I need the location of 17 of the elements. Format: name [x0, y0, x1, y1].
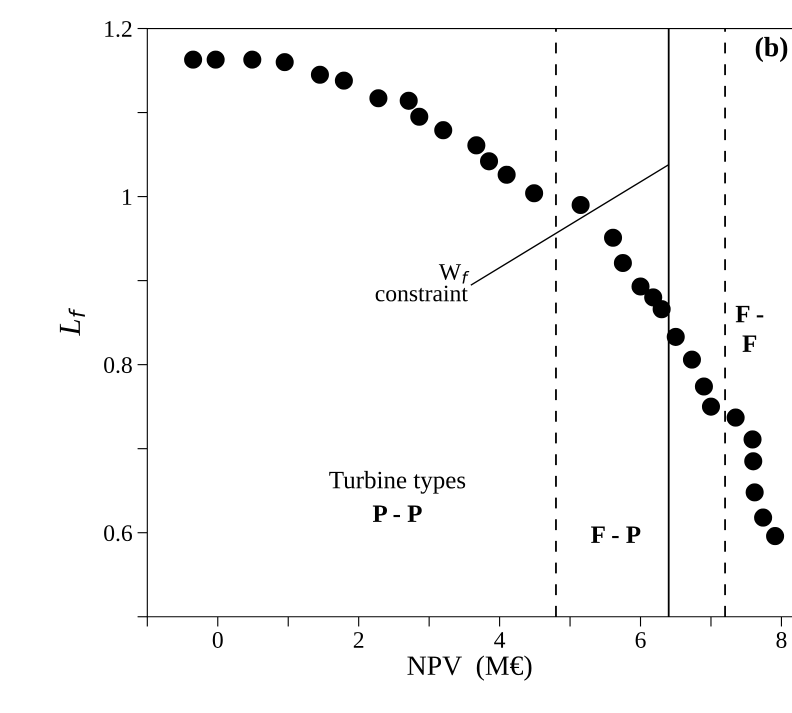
y-tick-label: 1.2	[105, 21, 132, 38]
y-tick-label: 0.6	[104, 525, 132, 542]
x-tick-label: 8	[776, 632, 786, 648]
annotation: P - P	[372, 506, 422, 522]
x-axis-title: NPV (M€)	[407, 656, 532, 681]
annotation: F - P	[591, 526, 640, 543]
annotation: (b)	[756, 36, 788, 62]
annotation: W$_{f}$ constraint	[376, 264, 470, 302]
x-tick-label: 2	[354, 632, 364, 648]
x-tick-label: 6	[636, 632, 646, 648]
y-tick-label: 0.8	[104, 357, 132, 374]
x-tick-label: 0	[212, 632, 223, 648]
y-tick-label: 1	[123, 189, 132, 205]
x-tick-label: 4	[494, 632, 506, 648]
annotation: Turbine types	[329, 470, 466, 494]
y-axis-title: L$_{f}$	[60, 308, 85, 336]
annotation: F - F	[736, 306, 764, 352]
